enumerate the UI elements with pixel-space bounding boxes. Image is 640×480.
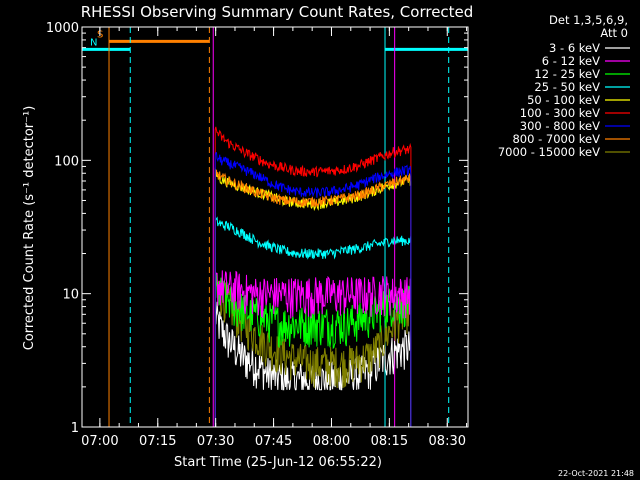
chart-title: RHESSI Observing Summary Count Rates, Co… (81, 3, 474, 21)
x-axis-label: Start Time (25-Jun-12 06:55:22) (174, 455, 382, 470)
legend-label: 12 - 25 keV (534, 67, 600, 81)
plot-area: SN (82, 27, 468, 427)
x-tick-label: 08:30 (429, 434, 466, 449)
x-tick-label: 07:00 (81, 434, 118, 449)
series-line-7000-15000-kev (214, 276, 412, 427)
y-tick-label: 10 (62, 288, 79, 303)
legend-label: 3 - 6 keV (549, 41, 600, 55)
flag-label-n: N (90, 37, 97, 48)
y-axis: 1 10 100 1000 (46, 21, 468, 436)
y-tick-label: 100 (54, 154, 79, 169)
footer-timestamp: 22-Oct-2021 21:48 (558, 469, 634, 478)
series-line-25-50-kev (214, 216, 412, 427)
y-tick-label: 1 (71, 421, 79, 436)
x-tick-label: 07:30 (197, 434, 234, 449)
x-axis: 07:00 07:15 07:30 07:45 08:00 08:15 08:30 (81, 27, 468, 449)
y-tick-label: 1000 (46, 21, 79, 36)
y-axis-label: Corrected Count Rate (s⁻¹ detector⁻¹) (22, 106, 37, 351)
x-tick-label: 07:45 (255, 434, 292, 449)
plot-frame (81, 26, 469, 428)
x-tick-label: 08:15 (371, 434, 408, 449)
series-line-6-12-kev (214, 268, 412, 427)
legend-label: 25 - 50 keV (534, 80, 600, 94)
legend-label: 800 - 7000 keV (512, 132, 600, 146)
legend-label: 300 - 800 keV (520, 119, 600, 133)
series-line-300-800-kev (214, 152, 412, 427)
series-line-100-300-kev (214, 126, 412, 427)
legend-header-att: Att 0 (600, 26, 628, 40)
legend-label: 6 - 12 keV (542, 54, 600, 68)
legend-header: Det 1,3,5,6,9, (549, 13, 628, 27)
legend-label: 50 - 100 keV (527, 93, 600, 107)
x-tick-label: 08:00 (313, 434, 350, 449)
x-tick-label: 07:15 (139, 434, 176, 449)
legend-label: 7000 - 15000 keV (498, 145, 600, 159)
legend-label: 100 - 300 keV (520, 106, 600, 120)
series-line-800-7000-kev (214, 167, 412, 427)
